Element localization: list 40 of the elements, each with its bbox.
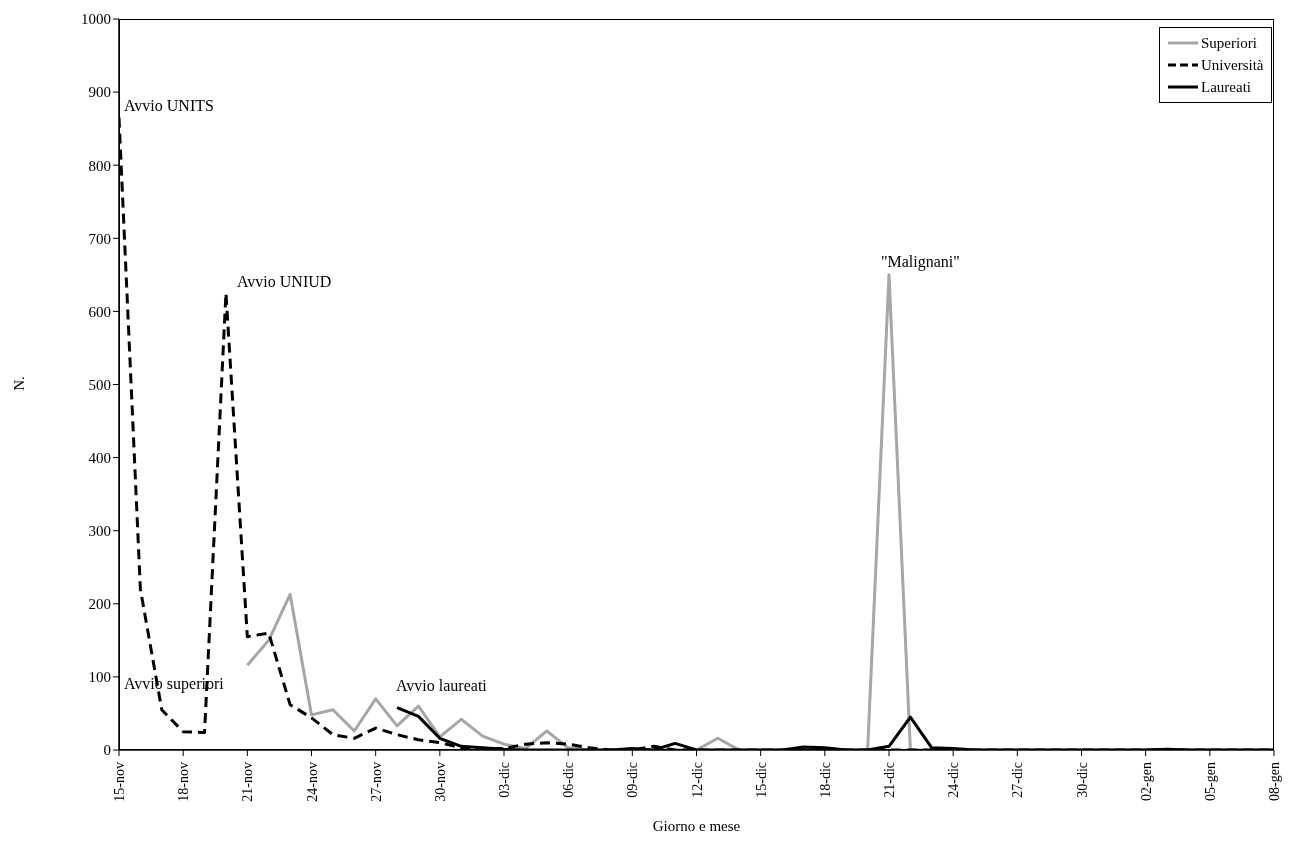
x-tick-label: 30-nov — [432, 762, 448, 802]
x-tick-label: 24-nov — [304, 762, 320, 802]
x-tick-label: 27-dic — [1010, 762, 1026, 798]
y-tick-label: 700 — [88, 230, 111, 247]
y-tick-label: 1000 — [81, 11, 111, 28]
y-tick-label: 400 — [88, 449, 111, 466]
y-tick-label: 300 — [88, 523, 111, 540]
x-tick-label: 30-dic — [1074, 762, 1090, 798]
legend-label: Superiori — [1201, 34, 1257, 52]
x-tick-label: 21-dic — [882, 762, 897, 798]
y-tick-label: 100 — [88, 669, 111, 686]
y-tick-label: 200 — [88, 596, 111, 613]
x-tick-label: 24-dic — [946, 762, 962, 798]
y-tick-label: 500 — [88, 376, 111, 393]
x-axis-title: Giorno e mese — [651, 818, 742, 835]
legend-label: Università — [1201, 56, 1264, 74]
legend-label: Laureati — [1201, 78, 1251, 96]
x-tick-label: 12-dic — [689, 762, 705, 798]
annotation: "Malignani" — [881, 252, 960, 271]
y-tick-label: 900 — [88, 84, 111, 101]
annotation: Avvio laureati — [396, 677, 487, 695]
x-tick-label: 06-dic — [561, 762, 577, 798]
x-tick-label: 03-dic — [497, 762, 512, 798]
annotation: Avvio UNIUD — [237, 273, 332, 291]
x-tick-label: 15-dic — [753, 762, 769, 798]
x-tick-label: 18-nov — [176, 762, 192, 802]
x-tick-label: 08-gen — [1267, 762, 1282, 801]
y-tick-label: 800 — [88, 157, 111, 174]
y-tick-label: 600 — [88, 303, 111, 320]
x-tick-label: 02-gen — [1138, 762, 1154, 801]
x-tick-label: 21-nov — [240, 762, 256, 802]
x-tick-label: 18-dic — [817, 762, 833, 798]
annotation: Avvio UNITS — [124, 97, 214, 115]
x-tick-label: 09-dic — [625, 762, 641, 798]
y-axis-title: N. — [10, 375, 28, 391]
x-tick-label: 15-nov — [112, 762, 127, 802]
x-tick-label: 27-nov — [368, 762, 384, 802]
annotation: Avvio superiori — [124, 675, 224, 693]
x-tick-label: 05-gen — [1202, 762, 1218, 801]
y-tick-label: 0 — [103, 742, 111, 759]
